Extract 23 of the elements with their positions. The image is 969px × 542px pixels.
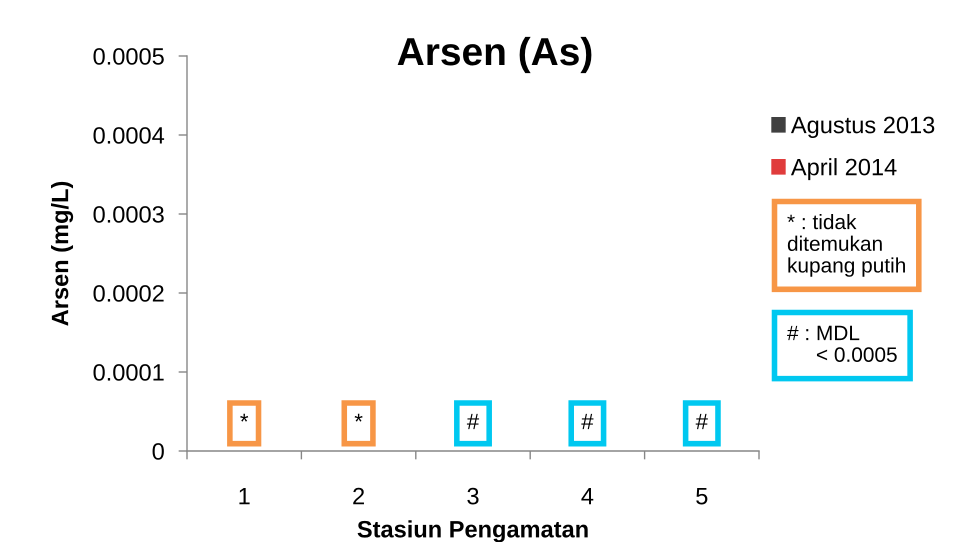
x-tick-label: 3 <box>467 488 479 504</box>
x-tick-label: 4 <box>581 488 594 504</box>
x-axis-title: Stasiun Pengamatan <box>358 520 588 542</box>
annotation: # <box>581 414 594 430</box>
legend-label: April 2014 <box>790 158 897 180</box>
y-tick-label: 0.0002 <box>93 285 164 302</box>
text: # : MDL < 0.0005 <box>787 326 897 362</box>
x-tick-label: 2 <box>353 488 364 504</box>
annotation: * <box>240 414 248 422</box>
annotation: # <box>696 414 708 430</box>
y-tick-label: 0 <box>152 443 164 460</box>
x-tick-label: 1 <box>239 488 250 504</box>
annotation: * <box>354 414 363 422</box>
y-tick-label: 0.0005 <box>93 48 164 65</box>
y-tick-label: 0.0003 <box>93 206 164 223</box>
chart-title: Arsen (As) <box>398 36 592 74</box>
y-tick-label: 0.0001 <box>93 364 164 381</box>
y-tick-label: 0.0004 <box>93 127 164 144</box>
x-tick-label: 5 <box>696 488 708 504</box>
legend-label: Agustus 2013 <box>790 116 934 138</box>
y-axis-title: Arsen (mg/L) <box>51 182 74 326</box>
annotation: # <box>466 414 480 430</box>
text: * : tidak ditemukan kupang putih <box>787 214 905 277</box>
